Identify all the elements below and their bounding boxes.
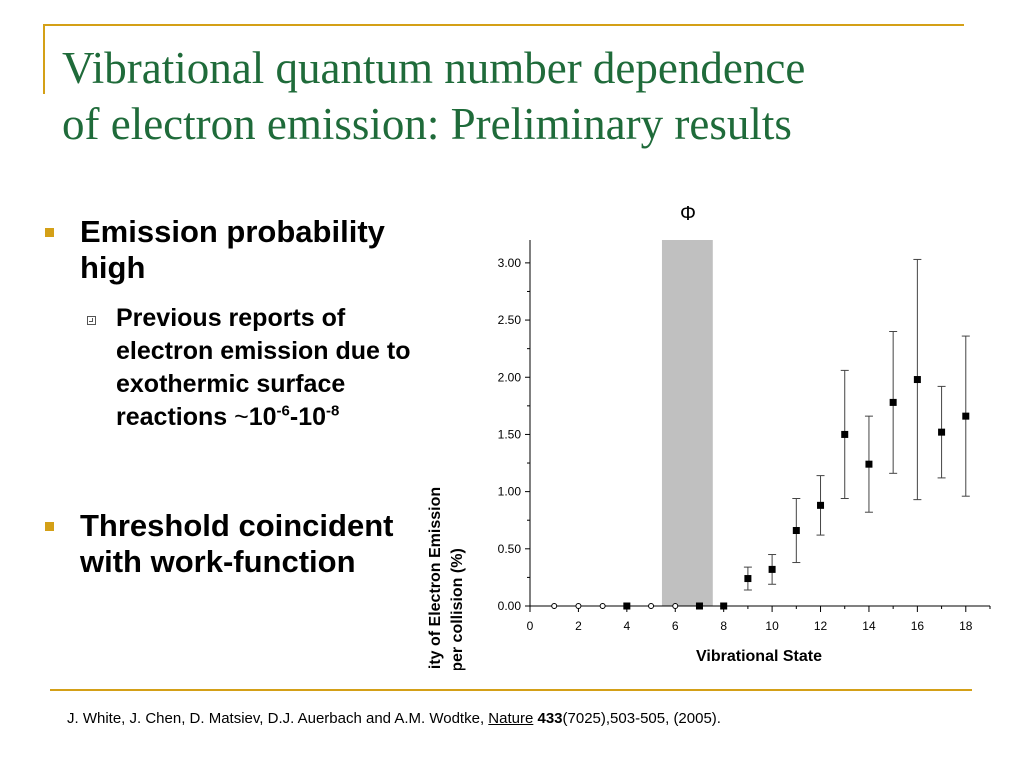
citation-rest: (7025),503-505, (2005).: [562, 710, 721, 727]
emission-chart: Φ Probability of Electron Emission per c…: [410, 190, 1010, 670]
bottom-rule: [50, 689, 972, 691]
data-point: [623, 602, 631, 610]
x-tick-label: 10: [765, 619, 779, 633]
plot-layer: 0.00 0.50 1.00 1.50 2.00 2.50 3.00 0 2 4 6 8 10 12 14 1…: [498, 240, 991, 633]
base-1: 10: [248, 403, 277, 431]
x-axis-label: Vibrational State: [696, 648, 822, 665]
y-tick-label: 2.50: [498, 313, 522, 327]
data-point: [792, 527, 800, 535]
title-line-2: of electron emission: Preliminary result…: [62, 99, 792, 149]
square-bullet-icon: [45, 522, 54, 531]
work-function-band: [661, 240, 713, 606]
x-tick-label: 14: [862, 619, 876, 633]
base-2: 10: [298, 403, 327, 431]
data-point: [817, 501, 825, 509]
citation-authors: J. White, J. Chen, D. Matsiev, D.J. Auer…: [67, 710, 489, 727]
data-point: [672, 603, 679, 609]
data-point: [720, 602, 728, 610]
title-line-1: Vibrational quantum number dependence: [62, 43, 806, 93]
x-tick-label: 6: [672, 619, 679, 633]
range-dash: -: [289, 403, 299, 431]
data-point: [962, 412, 970, 420]
data-point: [648, 603, 655, 609]
x-tick-label: 12: [814, 619, 828, 633]
subbullet-previous-reports: Previous reports of electron emission du…: [87, 302, 416, 434]
x-tick-label: 18: [959, 619, 973, 633]
tilde-text: ~: [234, 403, 249, 431]
chart-svg: Φ Probability of Electron Emission per c…: [427, 203, 991, 670]
data-point: [744, 575, 752, 583]
citation-volume: 433: [537, 710, 563, 727]
x-tick-label: 2: [575, 619, 582, 633]
y-axis-label-line-2: per collision (%): [449, 548, 466, 670]
data-point: [768, 565, 776, 573]
exponent-2: -8: [326, 402, 340, 420]
data-point: [938, 428, 946, 436]
checkbox-bullet-icon: [87, 316, 96, 325]
x-tick-label: 0: [527, 619, 534, 633]
data-point: [913, 376, 921, 384]
subbullet-range: ~10-6-10-8: [234, 403, 339, 431]
square-bullet-icon: [45, 228, 54, 237]
data-point: [575, 603, 582, 609]
top-rule: [43, 24, 964, 26]
y-tick-label: 1.00: [498, 485, 522, 499]
data-point: [695, 602, 703, 610]
data-point: [889, 398, 897, 406]
y-tick-label: 0.00: [498, 599, 522, 613]
bullet-text: Emission probability high: [80, 214, 385, 285]
subbullet-text: Previous reports of electron emission du…: [116, 304, 411, 431]
x-tick-label: 16: [911, 619, 925, 633]
y-tick-label: 3.00: [498, 256, 522, 270]
x-tick-label: 4: [623, 619, 630, 633]
exponent-1: -6: [276, 402, 290, 420]
data-point: [551, 603, 558, 609]
left-rule: [43, 24, 45, 94]
bullet-text: Threshold coincident with work-function: [80, 508, 394, 579]
y-tick-label: 1.50: [498, 427, 522, 441]
data-point: [841, 430, 849, 438]
bullet-emission-probability: Emission probability high: [45, 214, 400, 286]
data-point: [865, 460, 873, 468]
y-tick-label: 0.50: [498, 542, 522, 556]
phi-annotation: Φ: [680, 203, 696, 225]
slide-title: Vibrational quantum number dependence of…: [62, 40, 992, 152]
data-point: [599, 603, 606, 609]
y-tick-label: 2.00: [498, 370, 522, 384]
citation: J. White, J. Chen, D. Matsiev, D.J. Auer…: [67, 710, 721, 727]
citation-journal: Nature: [488, 710, 534, 727]
bullet-threshold: Threshold coincident with work-function: [45, 508, 400, 580]
x-tick-label: 8: [720, 619, 727, 633]
y-axis-label-line-1: Probability of Electron Emission: [427, 487, 444, 670]
